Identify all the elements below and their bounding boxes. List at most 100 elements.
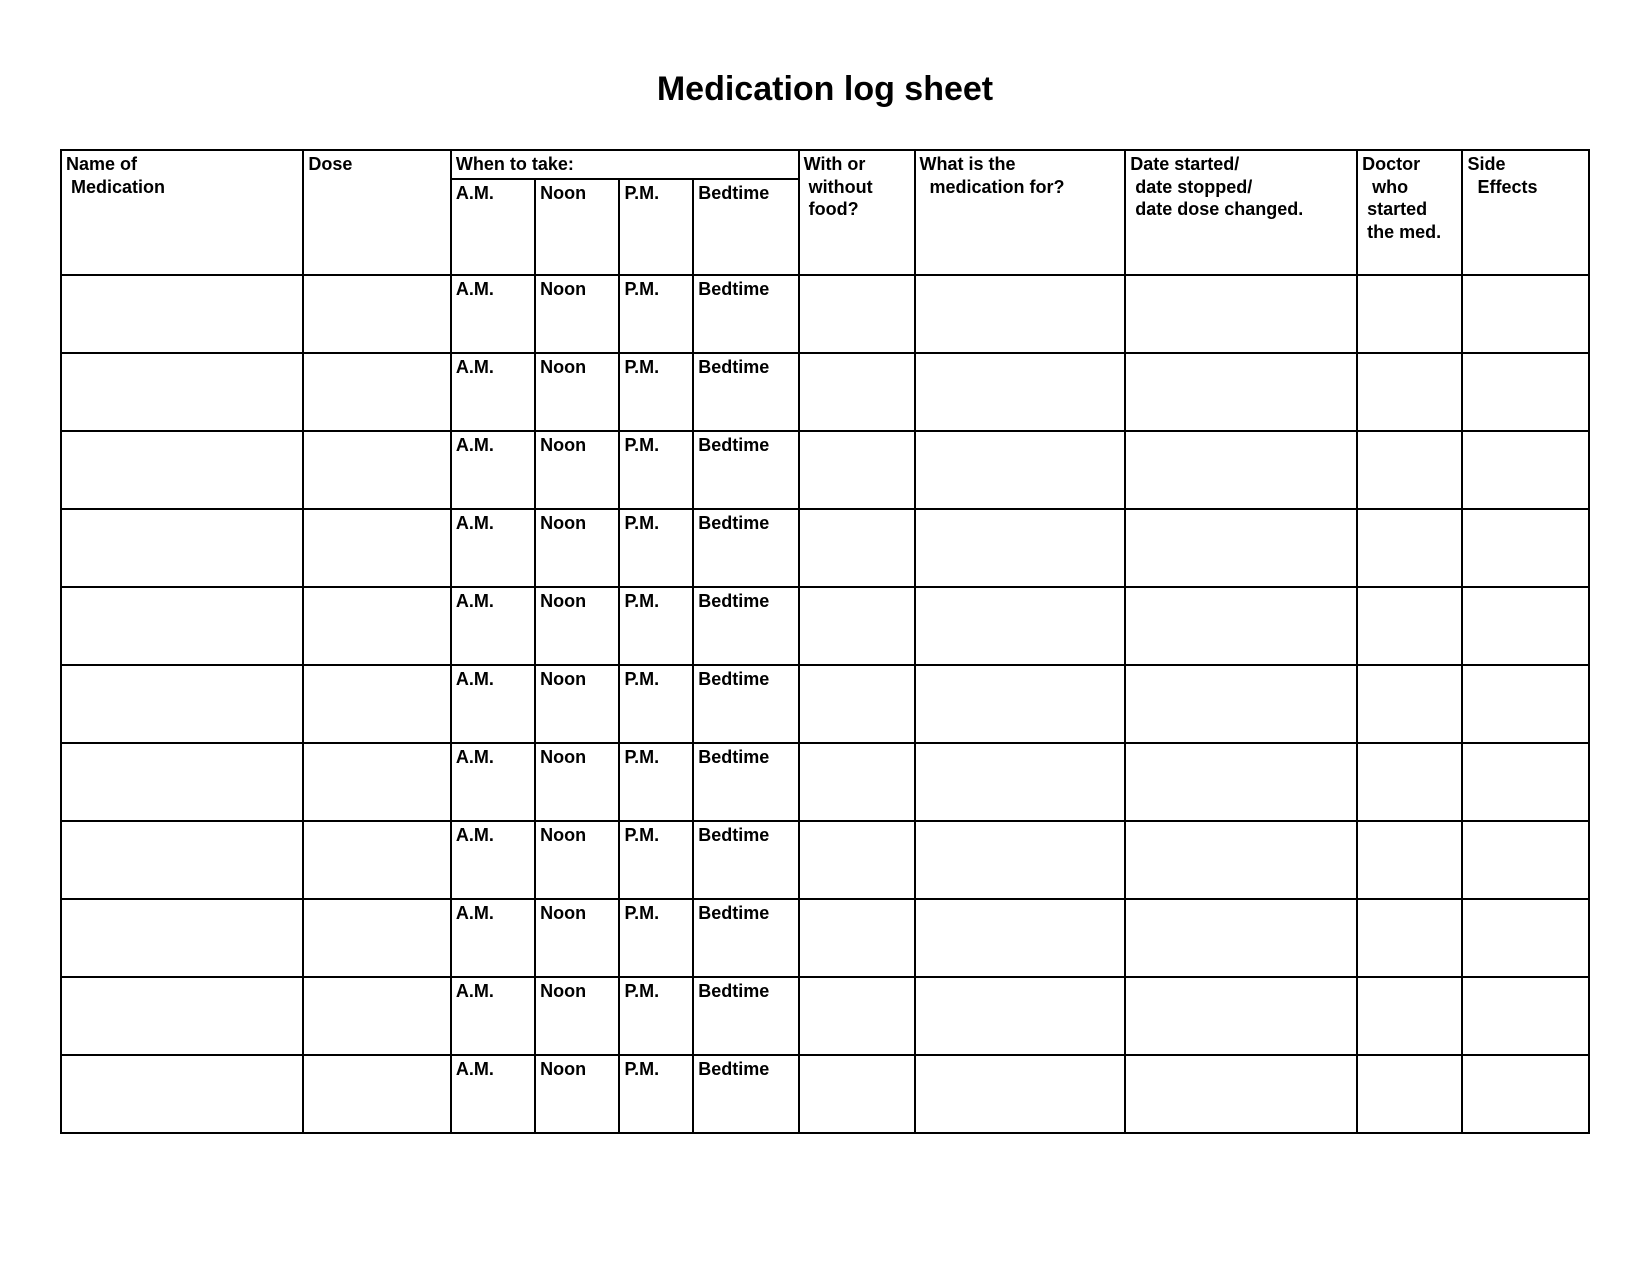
cell-noon: Noon bbox=[535, 743, 619, 821]
cell-dose bbox=[303, 665, 451, 743]
cell-dates bbox=[1125, 431, 1357, 509]
cell-pm: P.M. bbox=[619, 899, 693, 977]
cell-pm: P.M. bbox=[619, 275, 693, 353]
cell-noon: Noon bbox=[535, 509, 619, 587]
cell-dates bbox=[1125, 977, 1357, 1055]
table-row: A.M.NoonP.M.Bedtime bbox=[61, 899, 1589, 977]
cell-doctor bbox=[1357, 587, 1462, 665]
cell-dates bbox=[1125, 353, 1357, 431]
cell-bedtime: Bedtime bbox=[693, 509, 798, 587]
col-header-name: Name of Medication bbox=[61, 150, 303, 275]
page: Medication log sheet Name of Medication … bbox=[0, 0, 1650, 1275]
cell-what-for bbox=[915, 821, 1126, 899]
cell-noon: Noon bbox=[535, 665, 619, 743]
cell-dose bbox=[303, 821, 451, 899]
table-row: A.M.NoonP.M.Bedtime bbox=[61, 275, 1589, 353]
col-header-pm: P.M. bbox=[619, 179, 693, 275]
cell-dose bbox=[303, 353, 451, 431]
cell-doctor bbox=[1357, 899, 1462, 977]
cell-dates bbox=[1125, 743, 1357, 821]
medication-table: Name of Medication Dose When to take: Wi… bbox=[60, 149, 1590, 1134]
cell-side-effects bbox=[1462, 587, 1589, 665]
table-header: Name of Medication Dose When to take: Wi… bbox=[61, 150, 1589, 275]
cell-dates bbox=[1125, 275, 1357, 353]
cell-am: A.M. bbox=[451, 431, 535, 509]
cell-dates bbox=[1125, 1055, 1357, 1133]
cell-doctor bbox=[1357, 977, 1462, 1055]
cell-dates bbox=[1125, 587, 1357, 665]
cell-bedtime: Bedtime bbox=[693, 977, 798, 1055]
cell-doctor bbox=[1357, 821, 1462, 899]
cell-pm: P.M. bbox=[619, 509, 693, 587]
cell-doctor bbox=[1357, 1055, 1462, 1133]
table-row: A.M.NoonP.M.Bedtime bbox=[61, 431, 1589, 509]
cell-what-for bbox=[915, 587, 1126, 665]
cell-side-effects bbox=[1462, 509, 1589, 587]
cell-pm: P.M. bbox=[619, 1055, 693, 1133]
cell-what-for bbox=[915, 977, 1126, 1055]
cell-food bbox=[799, 899, 915, 977]
cell-dose bbox=[303, 587, 451, 665]
col-header-when-group: When to take: bbox=[451, 150, 799, 179]
cell-dose bbox=[303, 977, 451, 1055]
table-row: A.M.NoonP.M.Bedtime bbox=[61, 1055, 1589, 1133]
cell-food bbox=[799, 353, 915, 431]
cell-doctor bbox=[1357, 353, 1462, 431]
cell-name bbox=[61, 899, 303, 977]
cell-side-effects bbox=[1462, 431, 1589, 509]
cell-am: A.M. bbox=[451, 353, 535, 431]
cell-noon: Noon bbox=[535, 821, 619, 899]
cell-name bbox=[61, 977, 303, 1055]
cell-doctor bbox=[1357, 509, 1462, 587]
cell-side-effects bbox=[1462, 1055, 1589, 1133]
cell-food bbox=[799, 587, 915, 665]
cell-name bbox=[61, 353, 303, 431]
cell-noon: Noon bbox=[535, 275, 619, 353]
cell-bedtime: Bedtime bbox=[693, 431, 798, 509]
cell-name bbox=[61, 1055, 303, 1133]
cell-what-for bbox=[915, 665, 1126, 743]
cell-doctor bbox=[1357, 431, 1462, 509]
cell-bedtime: Bedtime bbox=[693, 353, 798, 431]
cell-noon: Noon bbox=[535, 1055, 619, 1133]
cell-what-for bbox=[915, 743, 1126, 821]
cell-dose bbox=[303, 431, 451, 509]
cell-food bbox=[799, 977, 915, 1055]
cell-bedtime: Bedtime bbox=[693, 665, 798, 743]
cell-dose bbox=[303, 1055, 451, 1133]
cell-am: A.M. bbox=[451, 587, 535, 665]
cell-what-for bbox=[915, 431, 1126, 509]
cell-food bbox=[799, 275, 915, 353]
cell-dates bbox=[1125, 665, 1357, 743]
cell-noon: Noon bbox=[535, 899, 619, 977]
cell-food bbox=[799, 821, 915, 899]
table-row: A.M.NoonP.M.Bedtime bbox=[61, 509, 1589, 587]
col-header-am: A.M. bbox=[451, 179, 535, 275]
cell-what-for bbox=[915, 353, 1126, 431]
cell-pm: P.M. bbox=[619, 665, 693, 743]
page-title: Medication log sheet bbox=[60, 70, 1590, 109]
table-row: A.M.NoonP.M.Bedtime bbox=[61, 977, 1589, 1055]
cell-food bbox=[799, 743, 915, 821]
cell-pm: P.M. bbox=[619, 743, 693, 821]
cell-bedtime: Bedtime bbox=[693, 899, 798, 977]
cell-dose bbox=[303, 899, 451, 977]
cell-side-effects bbox=[1462, 665, 1589, 743]
col-header-dose: Dose bbox=[303, 150, 451, 275]
cell-bedtime: Bedtime bbox=[693, 275, 798, 353]
cell-name bbox=[61, 665, 303, 743]
col-header-doctor: Doctor who started the med. bbox=[1357, 150, 1462, 275]
cell-noon: Noon bbox=[535, 977, 619, 1055]
cell-bedtime: Bedtime bbox=[693, 1055, 798, 1133]
cell-doctor bbox=[1357, 275, 1462, 353]
cell-noon: Noon bbox=[535, 431, 619, 509]
cell-am: A.M. bbox=[451, 509, 535, 587]
cell-food bbox=[799, 1055, 915, 1133]
col-header-what-for: What is the medication for? bbox=[915, 150, 1126, 275]
col-header-bedtime: Bedtime bbox=[693, 179, 798, 275]
table-row: A.M.NoonP.M.Bedtime bbox=[61, 743, 1589, 821]
cell-what-for bbox=[915, 899, 1126, 977]
cell-what-for bbox=[915, 509, 1126, 587]
cell-side-effects bbox=[1462, 743, 1589, 821]
table-row: A.M.NoonP.M.Bedtime bbox=[61, 665, 1589, 743]
